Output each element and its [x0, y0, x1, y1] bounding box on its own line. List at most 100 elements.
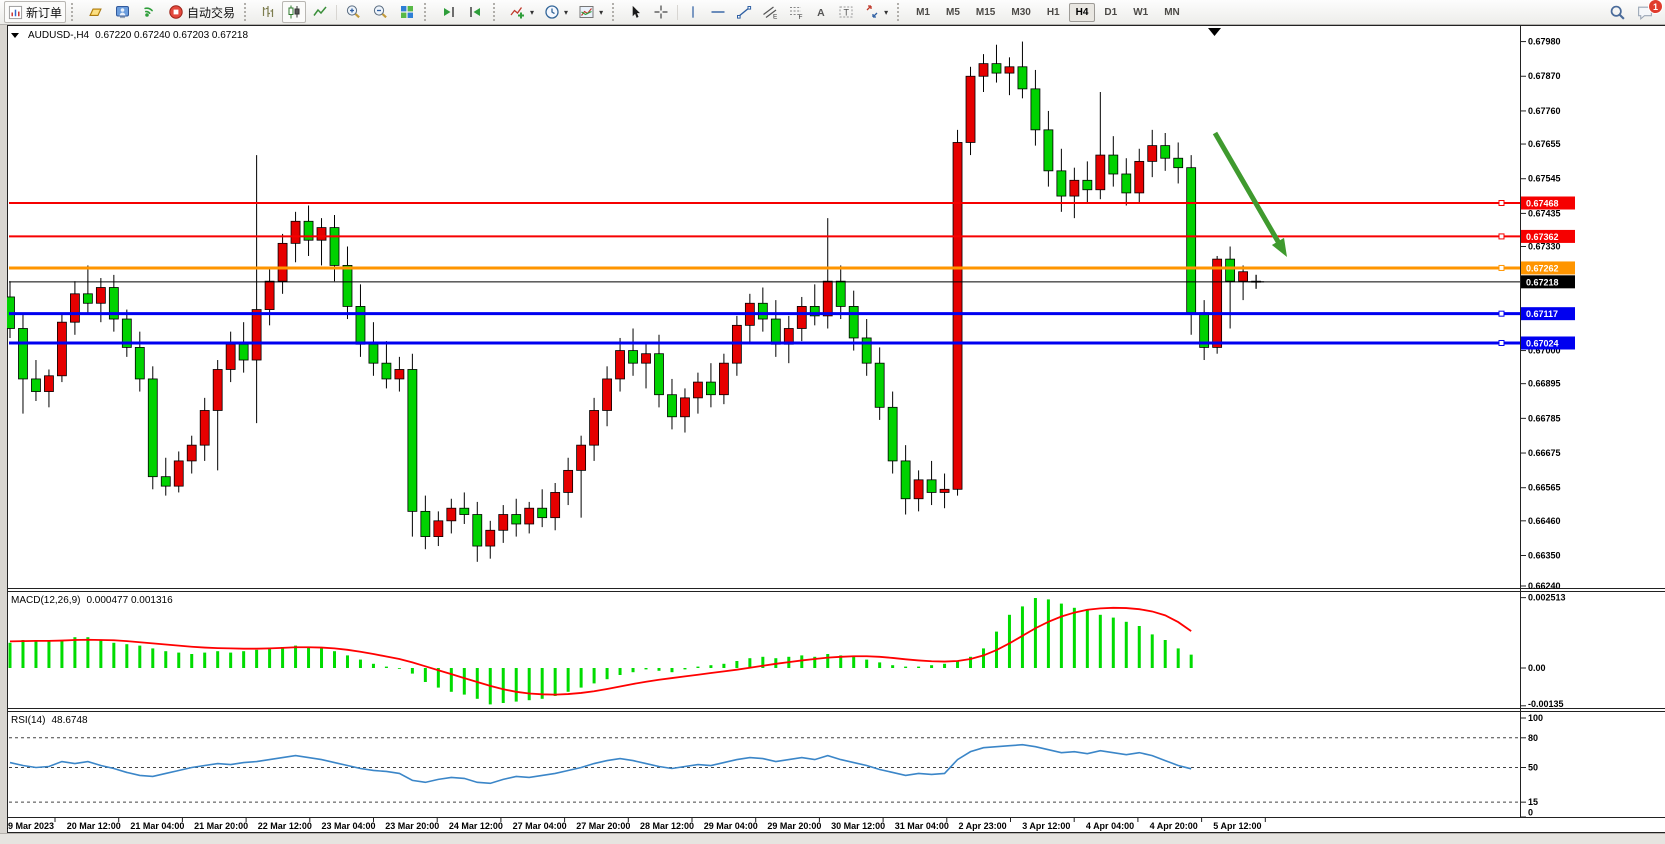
candle: [1069, 179, 1080, 197]
svg-text:22 Mar 12:00: 22 Mar 12:00: [258, 821, 312, 831]
macd-bar: [307, 647, 311, 668]
vertical-line-button[interactable]: [682, 1, 704, 23]
candle: [589, 410, 599, 446]
line-chart-button[interactable]: [308, 1, 332, 23]
macd-bar: [982, 648, 985, 668]
svg-text:27 Mar 04:00: 27 Mar 04:00: [513, 821, 567, 831]
timeframe-m30[interactable]: M30: [1011, 6, 1031, 18]
zoom-out-button[interactable]: [368, 1, 393, 23]
autotrading-label: 自动交易: [187, 5, 236, 20]
signal-button[interactable]: [137, 1, 162, 23]
user-monitor-icon: [116, 6, 130, 19]
cursor-button[interactable]: [624, 1, 647, 23]
chart-collapse-icon[interactable]: [11, 33, 19, 38]
text-button[interactable]: A: [810, 1, 832, 23]
macd-bar: [1150, 634, 1154, 668]
macd-bar: [761, 656, 765, 668]
macd-bar: [86, 637, 90, 668]
price-level-badge: [1521, 275, 1575, 289]
equidistant-channel-button[interactable]: E: [758, 1, 782, 23]
zoom-in-button[interactable]: [341, 1, 366, 23]
trendline-icon: [737, 6, 752, 19]
macd-bar: [969, 656, 973, 668]
line-handle: [1498, 200, 1505, 206]
chart-shift-button[interactable]: [463, 1, 488, 23]
candle: [44, 375, 54, 392]
main-toolbar: 新订单 自动交易: [0, 0, 1665, 25]
horizontal-line-button[interactable]: [706, 1, 730, 23]
macd-bar: [566, 668, 570, 692]
line-handle: [1498, 264, 1505, 271]
tile-windows-button[interactable]: [395, 1, 419, 23]
price-level-badge: [1521, 336, 1575, 350]
indicators-button[interactable]: ▾: [505, 1, 538, 23]
macd-bar: [1189, 654, 1193, 668]
rsi-name: RSI(14): [11, 715, 46, 726]
macd-bar: [333, 651, 336, 668]
candle: [57, 321, 67, 377]
autotrading-button[interactable]: 自动交易: [164, 1, 239, 23]
candle: [160, 476, 171, 487]
chat-button[interactable]: 1: [1632, 0, 1663, 23]
candle: [848, 306, 859, 339]
fibonacci-button[interactable]: F: [784, 1, 808, 23]
templates-button[interactable]: ▾: [574, 1, 607, 23]
rsi-line: [9, 743, 1192, 785]
macd-bar: [722, 663, 726, 668]
candle: [770, 318, 781, 345]
macd-bar: [878, 662, 882, 668]
timeframe-m5[interactable]: M5: [946, 6, 960, 18]
timeframe-mn[interactable]: MN: [1164, 6, 1180, 18]
svg-text:0.00: 0.00: [1528, 663, 1546, 673]
time-axis[interactable]: 19 Mar 2023 20 Mar 12:00 21 Mar 04:00 21 Ma…: [3, 818, 1266, 831]
rsi-layer: 100 80 50 150: [9, 713, 1543, 818]
horizontal-scrollbar[interactable]: [0, 833, 1665, 844]
shapes-button[interactable]: ▾: [860, 1, 892, 23]
candlestick-chart-button[interactable]: [282, 1, 307, 23]
timeframe-d1[interactable]: D1: [1104, 6, 1118, 18]
gold-ingot-button[interactable]: [83, 1, 108, 23]
macd-bar: [73, 637, 77, 668]
candle: [134, 347, 145, 380]
chart-marker-triangle[interactable]: [1208, 28, 1221, 36]
macd-bar: [320, 648, 324, 668]
macd-bar: [203, 652, 207, 668]
candle: [472, 514, 483, 547]
candle: [1147, 145, 1158, 162]
user-monitor-button[interactable]: [110, 1, 135, 23]
timeframe-h4[interactable]: H4: [1068, 2, 1096, 22]
timeframe-w1[interactable]: W1: [1133, 6, 1149, 18]
timeframe-h1[interactable]: H1: [1046, 6, 1060, 18]
candle: [303, 220, 314, 241]
macd-bar: [891, 665, 895, 668]
autoscroll-button[interactable]: [436, 1, 461, 23]
macd-bar: [268, 648, 272, 668]
macd-bar: [904, 666, 908, 668]
price-level-badge: [1521, 196, 1575, 210]
trend-arrow[interactable]: [1212, 131, 1287, 257]
candle: [1212, 258, 1223, 348]
candle: [173, 460, 184, 487]
trendline-button[interactable]: [732, 1, 756, 23]
timeframe-m15[interactable]: M15: [975, 6, 996, 18]
text-label-button[interactable]: T: [834, 1, 858, 23]
candle: [628, 350, 638, 364]
line-handle: [1498, 233, 1505, 240]
timeframe-m1[interactable]: M1: [916, 6, 930, 18]
macd-bar: [8, 642, 12, 668]
macd-bar: [826, 654, 830, 668]
svg-text:0.67655: 0.67655: [1528, 139, 1561, 149]
levels-layer[interactable]: [9, 200, 1520, 346]
candle: [1004, 66, 1015, 74]
macd-bar: [1059, 603, 1063, 668]
search-button[interactable]: [1605, 1, 1630, 23]
periods-button[interactable]: ▾: [540, 1, 572, 23]
macd-bar: [579, 668, 583, 688]
bar-chart-button[interactable]: [256, 1, 280, 23]
candlestick-chart-icon: [288, 5, 300, 19]
new-order-button[interactable]: 新订单: [4, 1, 67, 23]
crosshair-button[interactable]: [649, 1, 673, 23]
candle: [913, 479, 924, 500]
candle: [1043, 129, 1054, 172]
